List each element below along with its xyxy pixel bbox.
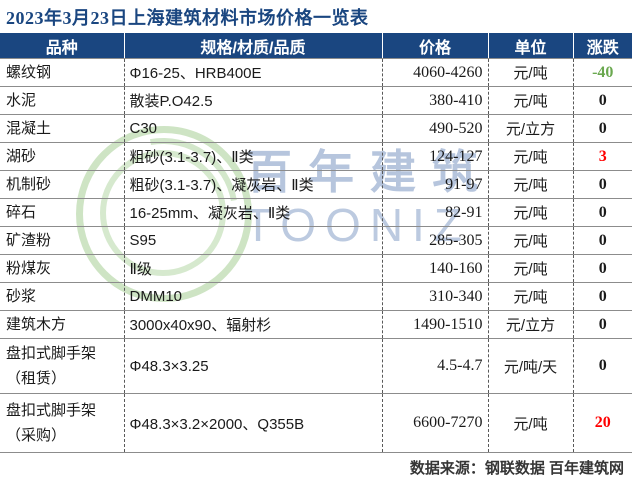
- table-row: 盘扣式脚手架 （租赁） Φ48.3×3.25 4.5-4.7 元/吨/天 0: [0, 338, 632, 394]
- col-header-product: 品种: [0, 33, 124, 59]
- change-cell: -40: [572, 58, 632, 87]
- unit-cell: 元/吨/天: [487, 338, 573, 394]
- product-cell: 螺纹钢: [0, 58, 124, 87]
- table-row: 螺纹钢 Φ16-25、HRB400E 4060-4260 元/吨 -40: [0, 58, 632, 87]
- table-row: 盘扣式脚手架 （采购） Φ48.3×3.2×2000、Q355B 6600-7270 元…: [0, 393, 632, 453]
- change-cell: 0: [572, 282, 632, 311]
- data-source: 数据来源：钢联数据 百年建筑网: [409, 460, 624, 477]
- product-cell: 矿渣粉: [0, 226, 124, 255]
- change-cell: 0: [572, 310, 632, 339]
- table-body: 螺纹钢 Φ16-25、HRB400E 4060-4260 元/吨 -40 水泥 散装P.O4…: [0, 58, 632, 453]
- price-cell: 91-97: [381, 170, 488, 199]
- unit-cell: 元/立方: [487, 310, 573, 339]
- price-cell: 4060-4260: [381, 58, 488, 87]
- product-cell: 砂浆: [0, 282, 124, 311]
- spec-cell: 粗砂(3.1-3.7)、凝灰岩、Ⅱ类: [123, 170, 382, 199]
- price-cell: 285-305: [381, 226, 488, 255]
- unit-cell: 元/立方: [487, 114, 573, 143]
- price-cell: 380-410: [381, 86, 488, 115]
- spec-cell: 16-25mm、凝灰岩、Ⅱ类: [123, 198, 382, 227]
- price-cell: 4.5-4.7: [381, 338, 488, 394]
- product-cell: 碎石: [0, 198, 124, 227]
- unit-cell: 元/吨: [487, 142, 573, 171]
- change-cell: 3: [572, 142, 632, 171]
- unit-cell: 元/吨: [487, 198, 573, 227]
- spec-cell: Φ16-25、HRB400E: [123, 58, 382, 87]
- product-cell: 机制砂: [0, 170, 124, 199]
- spec-cell: 粗砂(3.1-3.7)、Ⅱ类: [123, 142, 382, 171]
- col-header-price: 价格: [381, 33, 488, 59]
- product-cell: 粉煤灰: [0, 254, 124, 283]
- table-row: 混凝土 C30 490-520 元/立方 0: [0, 114, 632, 143]
- spec-cell: DMM10: [123, 282, 382, 311]
- table-row: 水泥 散装P.O42.5 380-410 元/吨 0: [0, 86, 632, 115]
- unit-cell: 元/吨: [487, 226, 573, 255]
- change-cell: 0: [572, 198, 632, 227]
- change-cell: 0: [572, 338, 632, 394]
- unit-cell: 元/吨: [487, 282, 573, 311]
- price-cell: 124-127: [381, 142, 488, 171]
- table-row: 粉煤灰 Ⅱ级 140-160 元/吨 0: [0, 254, 632, 283]
- unit-cell: 元/吨: [487, 58, 573, 87]
- product-cell: 盘扣式脚手架 （采购）: [0, 393, 124, 453]
- change-cell: 0: [572, 114, 632, 143]
- spec-cell: 3000x40x90、辐射杉: [123, 310, 382, 339]
- table-row: 建筑木方 3000x40x90、辐射杉 1490-1510 元/立方 0: [0, 310, 632, 339]
- spec-cell: Ⅱ级: [123, 254, 382, 283]
- col-header-spec: 规格/材质/品质: [123, 33, 382, 59]
- product-cell: 水泥: [0, 86, 124, 115]
- price-cell: 310-340: [381, 282, 488, 311]
- price-cell: 140-160: [381, 254, 488, 283]
- change-cell: 0: [572, 170, 632, 199]
- price-cell: 1490-1510: [381, 310, 488, 339]
- table-row: 矿渣粉 S95 285-305 元/吨 0: [0, 226, 632, 255]
- page-title: 2023年3月23日上海建筑材料市场价格一览表: [6, 8, 369, 28]
- spec-cell: C30: [123, 114, 382, 143]
- col-header-change: 涨跌: [572, 33, 632, 59]
- change-cell: 0: [572, 254, 632, 283]
- unit-cell: 元/吨: [487, 170, 573, 199]
- unit-cell: 元/吨: [487, 254, 573, 283]
- change-cell: 0: [572, 86, 632, 115]
- price-table: 品种 规格/材质/品质 价格 单位 涨跌 螺纹钢 Φ16-25、HRB400E 40…: [0, 33, 632, 453]
- product-cell: 盘扣式脚手架 （租赁）: [0, 338, 124, 394]
- price-cell: 6600-7270: [381, 393, 488, 453]
- unit-cell: 元/吨: [487, 393, 573, 453]
- spec-cell: S95: [123, 226, 382, 255]
- price-cell: 490-520: [381, 114, 488, 143]
- change-cell: 20: [572, 393, 632, 453]
- product-cell: 湖砂: [0, 142, 124, 171]
- table-header-row: 品种 规格/材质/品质 价格 单位 涨跌: [0, 33, 632, 59]
- change-cell: 0: [572, 226, 632, 255]
- spec-cell: Φ48.3×3.25: [123, 338, 382, 394]
- unit-cell: 元/吨: [487, 86, 573, 115]
- spec-cell: 散装P.O42.5: [123, 86, 382, 115]
- price-cell: 82-91: [381, 198, 488, 227]
- table-row: 砂浆 DMM10 310-340 元/吨 0: [0, 282, 632, 311]
- spec-cell: Φ48.3×3.2×2000、Q355B: [123, 393, 382, 453]
- product-cell: 建筑木方: [0, 310, 124, 339]
- table-row: 湖砂 粗砂(3.1-3.7)、Ⅱ类 124-127 元/吨 3: [0, 142, 632, 171]
- col-header-unit: 单位: [487, 33, 573, 59]
- table-row: 机制砂 粗砂(3.1-3.7)、凝灰岩、Ⅱ类 91-97 元/吨 0: [0, 170, 632, 199]
- product-cell: 混凝土: [0, 114, 124, 143]
- table-row: 碎石 16-25mm、凝灰岩、Ⅱ类 82-91 元/吨 0: [0, 198, 632, 227]
